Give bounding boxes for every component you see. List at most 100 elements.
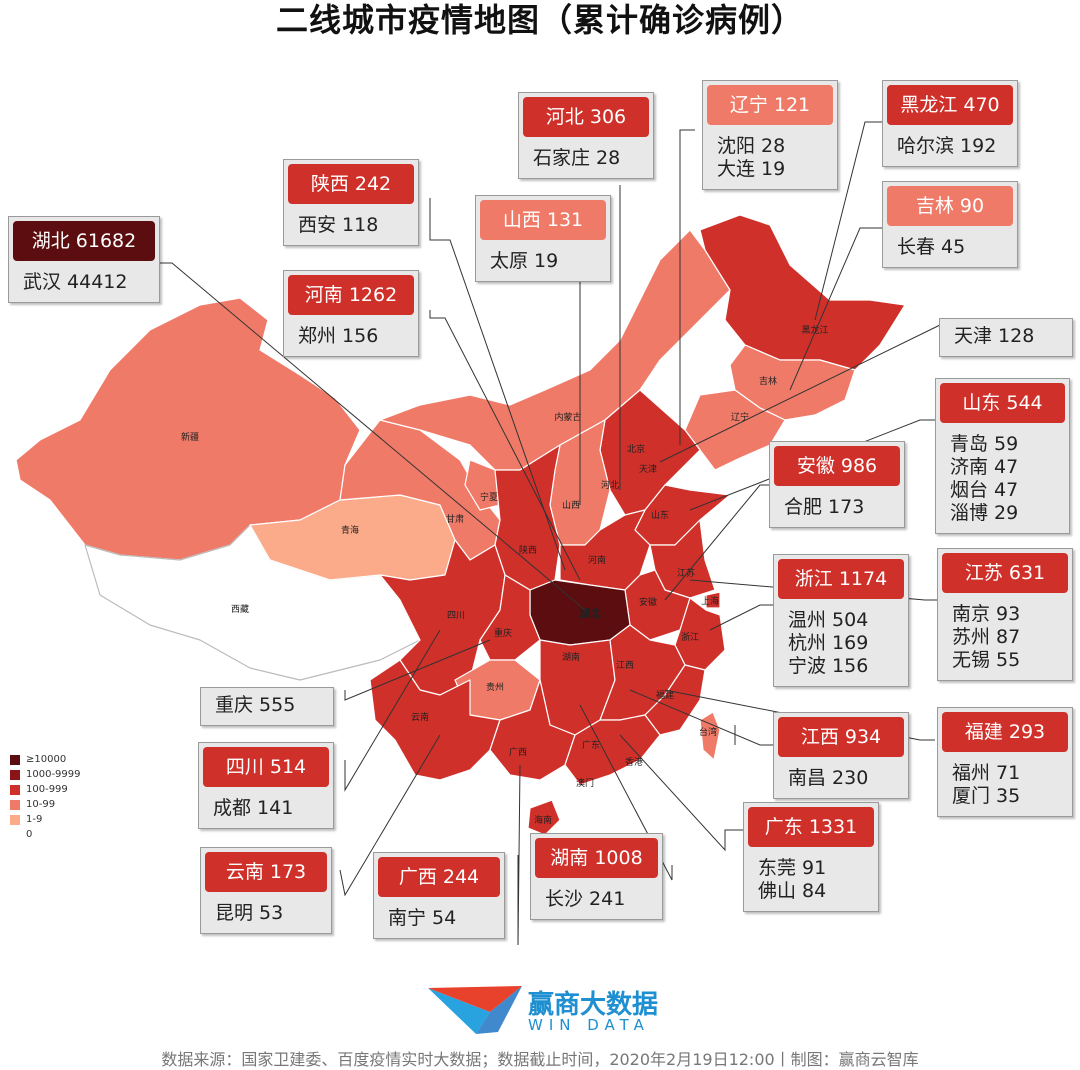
callout-city: 郑州 156	[298, 325, 379, 347]
callout-header: 广东 1331	[748, 807, 874, 847]
map-label-shaanxi: 陕西	[519, 544, 537, 556]
callout-city: 哈尔滨 192	[897, 135, 997, 157]
legend-item: 10-99	[10, 797, 81, 812]
leader-jiangsu	[689, 579, 940, 601]
leader-chongqing	[344, 639, 491, 701]
map-label-jiangsu: 江苏	[677, 567, 695, 579]
callout-city: 厦门 35	[952, 785, 1021, 807]
callout-city: 成都 141	[213, 797, 294, 819]
callout-city: 宁波 156	[788, 655, 869, 677]
callout-city: 青岛 59	[950, 433, 1019, 455]
map-label-anhui: 安徽	[639, 596, 657, 608]
map-label-xianggang: 香港	[625, 756, 643, 768]
callout-city: 南昌 230	[788, 767, 869, 789]
map-label-henan: 河南	[588, 554, 606, 566]
logo-name: 赢商大数据	[528, 990, 659, 1020]
map-label-shanghai: 上海	[701, 595, 719, 607]
callout-header: 江苏 631	[942, 553, 1068, 593]
callout-header: 浙江 1174	[778, 559, 904, 599]
legend-label: 10-99	[26, 799, 56, 810]
callout-city: 无锡 55	[952, 649, 1021, 671]
callout-cities: 东莞 91 佛山 84	[744, 851, 878, 911]
region-hainan	[527, 799, 561, 836]
callout-header: 云南 173	[205, 852, 327, 892]
callout-guangxi: 广西 244 南宁 54	[373, 852, 505, 939]
legend: ≥10000 1000-9999 100-999 10-99 1-9 0	[10, 752, 81, 842]
callout-cities: 郑州 156	[284, 319, 418, 356]
callout-city: 天津 128	[954, 325, 1035, 347]
callout-shaanxi: 陕西 242 西安 118	[283, 159, 419, 246]
callout-chongqing: 重庆 555	[200, 687, 334, 726]
map-label-yunnan: 云南	[411, 711, 429, 723]
callout-cities: 长春 45	[883, 230, 1017, 267]
region-jilin	[729, 344, 856, 421]
region-taiwan	[699, 711, 721, 761]
leader-jilin	[789, 227, 882, 391]
map-label-sichuan: 四川	[447, 611, 465, 621]
map-label-heilongjiang: 黑龙江	[801, 324, 828, 336]
logo-subtitle: WIN DATA	[528, 1016, 650, 1034]
legend-label: ≥10000	[26, 754, 67, 765]
callout-cities: 长沙 241	[531, 882, 662, 919]
map-label-zhejiang: 浙江	[681, 631, 699, 643]
leader-henan	[429, 310, 581, 581]
page-title: 二线城市疫情地图（累计确诊病例）	[275, 1, 804, 39]
callout-city: 昆明 53	[215, 902, 284, 924]
callout-jiangsu: 江苏 631 南京 93 苏州 87 无锡 55	[937, 548, 1073, 681]
legend-swatch	[10, 754, 20, 765]
callout-cities: 昆明 53	[201, 896, 331, 933]
leader-shaanxi	[429, 198, 566, 571]
leader-yunnan	[339, 734, 441, 897]
map-label-xinjiang: 新疆	[181, 431, 199, 443]
callout-shanxi: 山西 131 太原 19	[475, 195, 611, 282]
callout-header: 山东 544	[940, 383, 1065, 423]
callout-city: 大连 19	[717, 158, 786, 180]
callout-city: 淄博 29	[950, 502, 1019, 524]
leader-liaoning	[679, 129, 695, 445]
leader-hubei	[158, 262, 586, 611]
leader-shandong	[689, 419, 935, 511]
callout-cities: 天津 128	[940, 319, 1072, 356]
callout-city: 温州 504	[788, 609, 869, 631]
callout-header: 江西 934	[778, 717, 904, 757]
region-shaanxi	[494, 444, 561, 591]
callout-header: 吉林 90	[887, 186, 1013, 226]
callout-jilin: 吉林 90 长春 45	[882, 181, 1018, 268]
callout-city: 石家庄 28	[533, 147, 621, 169]
callout-hebei: 河北 306 石家庄 28	[518, 92, 654, 179]
callout-city: 杭州 169	[788, 632, 869, 654]
callout-cities: 南昌 230	[774, 761, 908, 798]
map-label-guizhou: 贵州	[486, 681, 504, 693]
callout-henan: 河南 1262 郑州 156	[283, 270, 419, 357]
map-label-aomen: 澳门	[576, 777, 594, 789]
callout-city: 重庆 555	[215, 694, 296, 716]
legend-item: 1000-9999	[10, 767, 81, 782]
map-label-neimenggu: 内蒙古	[554, 411, 581, 423]
map-label-shandong: 山东	[651, 509, 669, 521]
callout-cities: 沈阳 28 大连 19	[703, 129, 837, 189]
legend-item: ≥10000	[10, 752, 81, 767]
leader-heilongjiang	[814, 121, 882, 321]
map-label-ningxia: 宁夏	[480, 491, 498, 503]
map-label-fujian: 福建	[656, 689, 674, 701]
callout-zhejiang: 浙江 1174 温州 504 杭州 169 宁波 156	[773, 554, 909, 687]
callout-header: 河北 306	[523, 97, 649, 137]
callout-header: 陕西 242	[288, 164, 414, 204]
callout-header: 湖北 61682	[13, 221, 155, 261]
callout-cities: 太原 19	[476, 244, 610, 281]
logo-icon	[428, 986, 522, 1034]
callout-liaoning: 辽宁 121 沈阳 28 大连 19	[702, 80, 838, 190]
callout-city: 烟台 47	[950, 479, 1019, 501]
callout-cities: 哈尔滨 192	[883, 129, 1017, 166]
callout-header: 山西 131	[480, 200, 606, 240]
legend-item: 1-9	[10, 812, 81, 827]
leader-sichuan	[344, 629, 441, 792]
callout-city: 合肥 173	[784, 496, 865, 518]
map-label-xizang: 西藏	[231, 603, 249, 615]
callout-yunnan: 云南 173 昆明 53	[200, 847, 332, 934]
map-label-qinghai: 青海	[341, 524, 359, 536]
map-label-tianjin: 天津	[639, 464, 657, 475]
legend-swatch	[10, 784, 20, 795]
callout-city: 东莞 91	[758, 857, 827, 879]
callout-cities: 武汉 44412	[9, 265, 159, 302]
